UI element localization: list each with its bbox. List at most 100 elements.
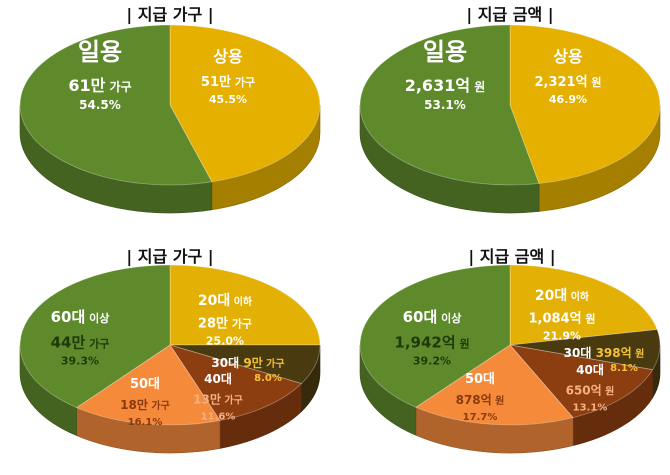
slice-percent: 8.0%: [254, 373, 282, 384]
slice-label-line: 30대 398억 원: [564, 346, 645, 360]
slice-value: 2,321억: [534, 75, 587, 90]
data-label-60대: 60대 이상 44만 가구 39.3%: [51, 308, 110, 367]
slice-일용: [359, 24, 540, 186]
slice-40대: [508, 344, 654, 419]
slice-category: 일용: [423, 38, 467, 66]
slice-value: 1,942억: [394, 333, 455, 351]
slice-category: 50대: [465, 372, 495, 387]
slice-unit: 원: [456, 336, 470, 350]
slice-unit: 원: [588, 75, 602, 89]
slice-60대: [19, 264, 171, 409]
slice-value: 2,631억: [405, 76, 470, 95]
slice-category: 40대: [576, 363, 604, 377]
slice-labels: 20대 이하1,084억 원21.9%30대 398억 원8.1%40대650억…: [394, 288, 644, 423]
slice-value: 398억: [596, 346, 632, 360]
pie-chart-4: | 지급 금액 |20대 이하1,084억 원21.9%30대 398억 원8.…: [359, 247, 661, 454]
slice-unit: 가구: [148, 399, 170, 412]
slice-unit: 원: [492, 394, 505, 407]
slice-value: 28만: [198, 316, 228, 332]
slice-40대: [169, 344, 303, 421]
slice-label-line: 30대 9만 가구: [211, 355, 284, 370]
slice-category-name: 40대: [204, 372, 232, 386]
slice-percent: 39.3%: [61, 354, 99, 367]
data-label-30대: 30대 9만 가구 8.0%: [211, 355, 284, 384]
slice-value-line: 878억 원: [456, 393, 505, 407]
pie-chart-3: | 지급 가구 | 20대 이하 28만 가구 25.0% 30대 9만 가구 8.0% 4…: [19, 247, 321, 454]
slice-20대: [509, 264, 658, 346]
slice-category: 60대 이상: [403, 308, 462, 326]
data-label-30대: 30대 398억 원 8.1%: [564, 346, 645, 374]
slice-percent: 21.9%: [543, 330, 581, 343]
slice-unit: 가구: [228, 317, 252, 331]
slice-일용: [19, 24, 213, 186]
slice-value: 13만: [193, 392, 221, 407]
slice-value-line: 1,084억 원: [528, 312, 595, 327]
chart-title: | 지급 가구 |: [126, 247, 213, 267]
chart-title: | 지급 가구 |: [126, 5, 213, 25]
slice-percent: 46.9%: [549, 93, 587, 106]
chart-title: | 지급 금액 |: [468, 247, 555, 267]
data-label-40대: 40대 650억 원 13.1%: [566, 363, 615, 414]
data-label-일용: 일용 2,631억 원 53.1%: [405, 38, 486, 112]
slice-category: 상용: [553, 47, 583, 66]
slice-unit: 원: [470, 80, 485, 94]
slice-60대: [359, 264, 511, 408]
slice-category: 30대: [211, 356, 243, 370]
slice-value: 44만: [51, 333, 86, 351]
slice-category-name: 20대: [535, 288, 567, 304]
slice-value-line: 44만 가구: [51, 333, 110, 351]
slice-unit: 가구: [105, 79, 131, 94]
slice-percent: 8.1%: [610, 363, 638, 374]
slice-category-name: 상용: [553, 47, 583, 66]
slice-category: 20대 이하: [198, 293, 253, 309]
slice-value: 650억: [566, 384, 602, 398]
slice-percent: 11.6%: [201, 412, 236, 423]
data-label-50대: 50대 18만 가구 16.1%: [120, 377, 170, 428]
pie-slices: [19, 264, 321, 426]
slice-value: 18만: [120, 397, 148, 412]
pie-chart-1: | 지급 가구 | 상용 51만 가구 45.5% 일용 61만 가구 54.5%: [19, 5, 321, 214]
pie-chart-2: | 지급 금액 |상용2,321억 원46.9%일용2,631억 원53.1%: [359, 5, 661, 214]
slice-value-line: 2,631억 원: [405, 76, 486, 95]
slice-value: 1,084억: [528, 312, 581, 327]
slice-category-suffix: 이상: [437, 311, 461, 325]
slice-value-line: 28만 가구: [198, 316, 252, 332]
slice-unit: 원: [582, 312, 596, 326]
slice-category-name: 60대: [403, 308, 438, 326]
slice-percent: 25.0%: [206, 335, 244, 348]
slice-unit: 가구: [263, 357, 285, 370]
data-label-일용: 일용 61만 가구 54.5%: [68, 38, 131, 112]
slice-labels: 상용2,321억 원46.9%일용2,631억 원53.1%: [405, 38, 602, 112]
slice-value: 878억: [456, 393, 492, 407]
slice-unit: 가구: [85, 336, 109, 350]
slice-percent: 16.1%: [128, 417, 163, 428]
slice-value-line: 18만 가구: [120, 397, 170, 412]
slice-category-name: 60대: [51, 308, 86, 326]
slice-category: 60대 이상: [51, 308, 110, 326]
slice-20대: [169, 264, 321, 346]
data-label-60대: 60대 이상 1,942억 원 39.2%: [394, 308, 469, 367]
chart-title: | 지급 금액 |: [466, 5, 553, 25]
slice-category: 20대 이하: [535, 288, 590, 304]
slice-category: 30대: [564, 346, 596, 360]
pie-side-walls: [359, 344, 661, 454]
slice-value-line: 650억 원: [566, 384, 615, 398]
data-label-상용: 상용 51만 가구 45.5%: [201, 47, 255, 106]
slice-percent: 45.5%: [209, 93, 247, 106]
slice-category: 상용: [213, 47, 243, 66]
slice-30대: [169, 344, 321, 384]
slice-unit: 원: [602, 385, 615, 398]
slice-value: 9만: [243, 355, 262, 370]
pie-slices: [359, 24, 661, 186]
data-label-50대: 50대 878억 원 17.7%: [456, 372, 505, 423]
data-label-20대: 20대 이하 28만 가구 25.0%: [198, 293, 253, 348]
slice-category-suffix: 이상: [85, 311, 109, 325]
slice-unit: 가구: [221, 394, 243, 407]
slice-percent: 39.2%: [413, 354, 451, 367]
slice-category-name: 20대: [198, 293, 230, 309]
slice-value: 61만: [68, 76, 105, 95]
slice-category-name: 일용: [78, 38, 122, 66]
slice-category-name: 일용: [423, 38, 467, 66]
slice-category-name: 40대: [576, 363, 604, 377]
